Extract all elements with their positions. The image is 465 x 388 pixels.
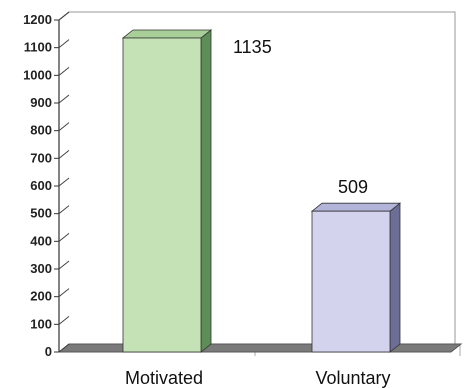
y-tick-label: 900 xyxy=(30,95,52,110)
y-tick-label: 800 xyxy=(30,123,52,138)
y-tick-label: 700 xyxy=(30,150,52,165)
data-label: 509 xyxy=(338,177,368,197)
y-tick-depth xyxy=(58,11,70,21)
y-tick-depth xyxy=(58,343,70,353)
y-tick-depth xyxy=(58,122,70,132)
y-tick-label: 300 xyxy=(30,261,52,276)
bar-side xyxy=(389,202,401,353)
bar-side xyxy=(200,29,212,353)
category-label: Voluntary xyxy=(315,368,390,388)
y-tick-depth xyxy=(58,260,70,270)
data-label: 1135 xyxy=(233,37,272,57)
y-tick-label: 400 xyxy=(30,233,52,248)
y-tick-label: 200 xyxy=(30,289,52,304)
labels: 1135 Motivated 509 Voluntary xyxy=(125,37,391,388)
y-tick-label: 100 xyxy=(30,316,52,331)
bar-top xyxy=(310,202,402,212)
bar-top xyxy=(121,29,213,39)
category-label: Motivated xyxy=(125,368,203,388)
y-tick-label: 1100 xyxy=(24,40,52,55)
chart-floor xyxy=(57,343,463,353)
bar xyxy=(122,37,202,353)
y-tick-depth xyxy=(58,177,70,187)
y-tick-label: 600 xyxy=(30,178,52,193)
y-tick-depth xyxy=(58,288,70,298)
y-tick-depth xyxy=(58,205,70,215)
y-tick-depth xyxy=(58,66,70,76)
y-tick-label: 500 xyxy=(30,206,52,221)
y-tick-label: 0 xyxy=(45,344,52,359)
y-axis: 0 100 200 300 400 500 600 700 800 900 1000 1100 1200 xyxy=(23,11,70,359)
y-tick-depth xyxy=(58,149,70,159)
y-tick-depth xyxy=(58,315,70,325)
y-tick-label: 1000 xyxy=(23,67,52,82)
bar xyxy=(311,210,391,353)
y-tick-depth xyxy=(58,94,70,104)
y-tick-depth xyxy=(58,232,70,242)
y-tick-depth xyxy=(58,39,70,49)
y-tick-label: 1200 xyxy=(23,12,52,27)
floor-top xyxy=(57,343,463,353)
bars xyxy=(121,29,402,353)
